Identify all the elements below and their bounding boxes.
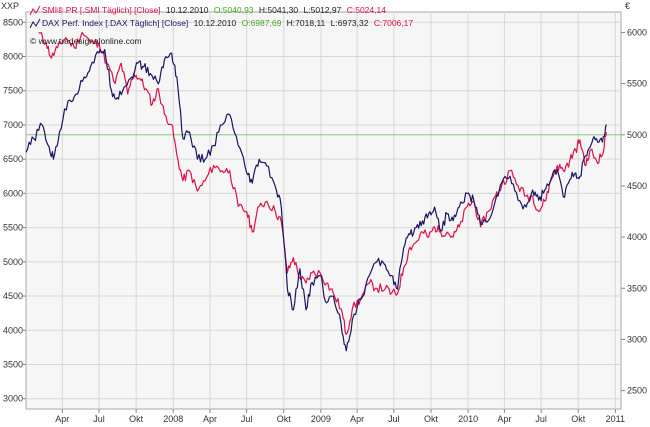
- plot-area: [25, 11, 622, 410]
- left-tick-label: 8000: [3, 51, 23, 61]
- smi-line-icon: [29, 5, 41, 16]
- legend: SMI® PR [.SMI Täglich] [Close] 10.12.201…: [29, 5, 413, 46]
- legend-entry-dax: DAX Perf. Index [.DAX Täglich] [Close] 1…: [29, 18, 413, 29]
- left-tick-label: 3000: [3, 394, 23, 404]
- left-tick-label: 4500: [3, 291, 23, 301]
- x-tick-label: Jul: [93, 414, 105, 424]
- right-tick-label: 5500: [627, 79, 647, 89]
- left-tick-label: 5000: [3, 257, 23, 267]
- x-tick-label: 2011: [606, 414, 625, 424]
- right-tick-label: 6000: [627, 27, 647, 37]
- legend-smi-close: C:5024,14: [347, 5, 386, 15]
- legend-dax-name: DAX Perf. Index [.DAX Täglich] [Close]: [42, 18, 188, 28]
- left-tick-label: 7000: [3, 120, 23, 130]
- gridlines: [26, 12, 621, 409]
- legend-smi-open: O:5040,93: [214, 5, 254, 15]
- smi-series-line: [38, 31, 608, 335]
- x-tick-label: Apr: [55, 414, 69, 424]
- legend-entry-smi: SMI® PR [.SMI Täglich] [Close] 10.12.201…: [29, 5, 386, 16]
- x-axis: Apr Jul Okt 2008 Apr Jul Okt 2009 Apr Jul Okt 2010 A…: [55, 409, 625, 424]
- x-tick-label: 2010: [458, 414, 478, 424]
- legend-dax-date: 10.12.2010: [194, 18, 237, 28]
- left-tick-label: 3500: [3, 360, 23, 370]
- x-tick-label: Okt: [129, 414, 144, 424]
- right-axis: 2500 3000 3500 4000 4500 5000 5500 6000: [621, 27, 647, 396]
- x-tick-label: Jul: [535, 414, 547, 424]
- right-tick-label: 3500: [627, 283, 647, 293]
- svg-text:DAX Perf. Index [.DAX Täglich]: DAX Perf. Index [.DAX Täglich] [Close] 1…: [42, 18, 413, 28]
- legend-dax-close: C:7006,17: [374, 18, 413, 28]
- x-tick-label: Okt: [571, 414, 586, 424]
- left-tick-label: 5500: [3, 223, 23, 233]
- series-group: [25, 31, 608, 352]
- x-tick-label: Jul: [241, 414, 253, 424]
- svg-text:SMI® PR [.SMI Täglich] [Close]: SMI® PR [.SMI Täglich] [Close] 10.12.201…: [42, 5, 386, 15]
- legend-dax-open: O:6987,69: [242, 18, 282, 28]
- copyright-text: © www.tradesignalonline.com: [30, 36, 142, 46]
- legend-smi-name: SMI® PR [.SMI Täglich] [Close]: [42, 5, 161, 15]
- right-tick-label: 5000: [627, 130, 647, 140]
- legend-smi-high: H:5041,30: [259, 5, 298, 15]
- legend-dax-low: L:6973,32: [331, 18, 369, 28]
- right-tick-label: 4000: [627, 232, 647, 242]
- left-tick-label: 6000: [3, 188, 23, 198]
- dax-line-icon: [29, 18, 41, 29]
- left-tick-label: 4000: [3, 325, 23, 335]
- x-tick-label: 2009: [311, 414, 331, 424]
- legend-smi-low: L:5012,97: [304, 5, 342, 15]
- left-axis-unit: XXP: [1, 1, 19, 11]
- left-axis: 3000 3500 4000 4500 5000 5500 6000 6500 7000 7500…: [3, 17, 26, 404]
- x-tick-label: 2008: [163, 414, 183, 424]
- x-tick-label: Apr: [497, 414, 511, 424]
- x-tick-label: Jul: [388, 414, 400, 424]
- left-tick-label: 7500: [3, 86, 23, 96]
- right-tick-label: 3000: [627, 334, 647, 344]
- right-tick-label: 2500: [627, 386, 647, 396]
- x-tick-label: Okt: [277, 414, 292, 424]
- legend-dax-high: H:7018,11: [287, 18, 326, 28]
- x-tick-label: Okt: [424, 414, 439, 424]
- left-tick-label: 8500: [3, 17, 23, 27]
- x-tick-label: Apr: [350, 414, 364, 424]
- right-axis-unit: €: [625, 1, 630, 11]
- dax-series-line: [25, 48, 608, 352]
- right-tick-label: 4500: [627, 181, 647, 191]
- legend-smi-date: 10.12.2010: [166, 5, 209, 15]
- left-tick-label: 6500: [3, 154, 23, 164]
- x-tick-label: Apr: [203, 414, 217, 424]
